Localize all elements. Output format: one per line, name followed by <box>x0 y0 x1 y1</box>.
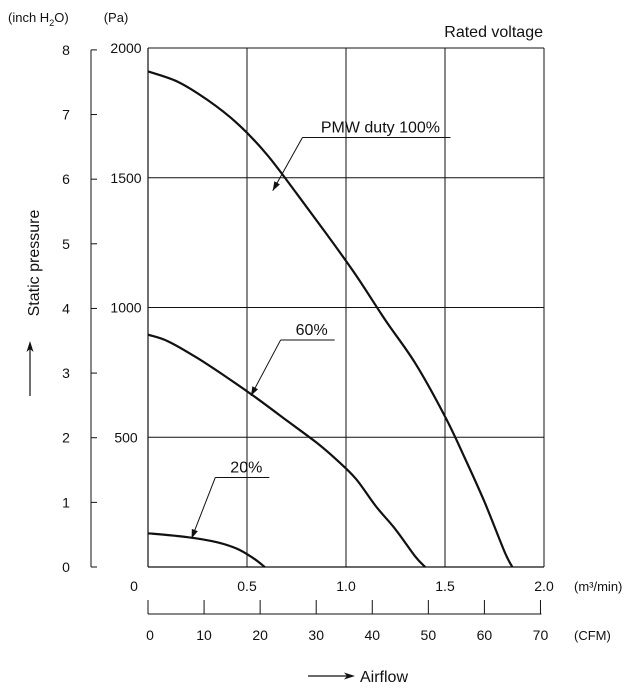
series-line-duty-60 <box>147 333 427 568</box>
m3-tick-label: 1.5 <box>435 578 455 594</box>
m3-tick-label: 0.5 <box>237 578 257 594</box>
inch-tick-label: 4 <box>62 300 70 316</box>
annotation-arrowhead <box>191 528 198 539</box>
x-cfm-unit: (CFM) <box>574 628 611 643</box>
series-line-duty-20 <box>147 532 266 568</box>
inch-tick-label: 1 <box>62 494 70 510</box>
cfm-tick-label: 40 <box>364 627 380 643</box>
inch-tick-label: 6 <box>62 171 70 187</box>
y-inch-unit-end: O) <box>54 10 68 25</box>
plot-axes: 0 1 2 3 4 5 6 7 8 500 1000 1500 2000 0 0.5 1.0 1.5 2.0 0 10… <box>62 40 554 643</box>
series-line-duty-100 <box>147 70 514 568</box>
m3-tick-label: 0 <box>130 578 138 594</box>
m3-tick-label: 1.0 <box>336 578 356 594</box>
y-axis-label: Static pressure <box>26 210 43 317</box>
cfm-tick-label: 50 <box>421 627 437 643</box>
series-curves <box>147 70 514 568</box>
inch-tick-label: 7 <box>62 107 70 123</box>
curve-annotations: PMW duty 100% 60% 20% <box>191 120 451 539</box>
inch-tick-label: 3 <box>62 365 70 381</box>
cfm-tick-label: 0 <box>146 627 154 643</box>
x-axis-label: Airflow <box>360 669 408 686</box>
cfm-tick-label: 60 <box>477 627 493 643</box>
annotation-leader <box>250 339 282 396</box>
chart-title: Rated voltage <box>444 24 543 41</box>
m3-tick-label: 2.0 <box>534 578 554 594</box>
cfm-tick-label: 10 <box>196 627 212 643</box>
cfm-tick-label: 70 <box>533 627 549 643</box>
y-pa-unit: (Pa) <box>104 10 129 25</box>
inch-tick-label: 8 <box>62 42 70 58</box>
x-axis-arrow-icon <box>308 672 355 680</box>
inch-tick-label: 5 <box>62 236 70 252</box>
annotation-label: 60% <box>296 322 328 339</box>
y-axis-arrow-icon <box>26 341 34 396</box>
cfm-tick-label: 30 <box>308 627 324 643</box>
y-inch-unit: (inch H2O) <box>8 10 69 28</box>
annotation-leader <box>272 137 303 191</box>
pa-tick-label: 2000 <box>110 40 141 56</box>
inch-tick-label: 0 <box>62 559 70 575</box>
annotation-arrowhead <box>272 181 280 191</box>
annotation-arrowhead <box>250 386 259 396</box>
pa-tick-label: 1500 <box>110 170 141 186</box>
x-m3-unit: (m³/min) <box>574 579 622 594</box>
annotation-label: PMW duty 100% <box>321 120 440 137</box>
annotation-leader <box>191 477 216 539</box>
pa-tick-label: 1000 <box>110 300 141 316</box>
y-inch-unit-sub: 2 <box>49 18 54 28</box>
annotation-label: 20% <box>230 459 262 476</box>
cfm-tick-label: 20 <box>252 627 268 643</box>
inch-tick-label: 2 <box>62 430 70 446</box>
y-inch-unit-main: (inch H <box>8 10 49 25</box>
pa-tick-label: 500 <box>114 429 138 445</box>
